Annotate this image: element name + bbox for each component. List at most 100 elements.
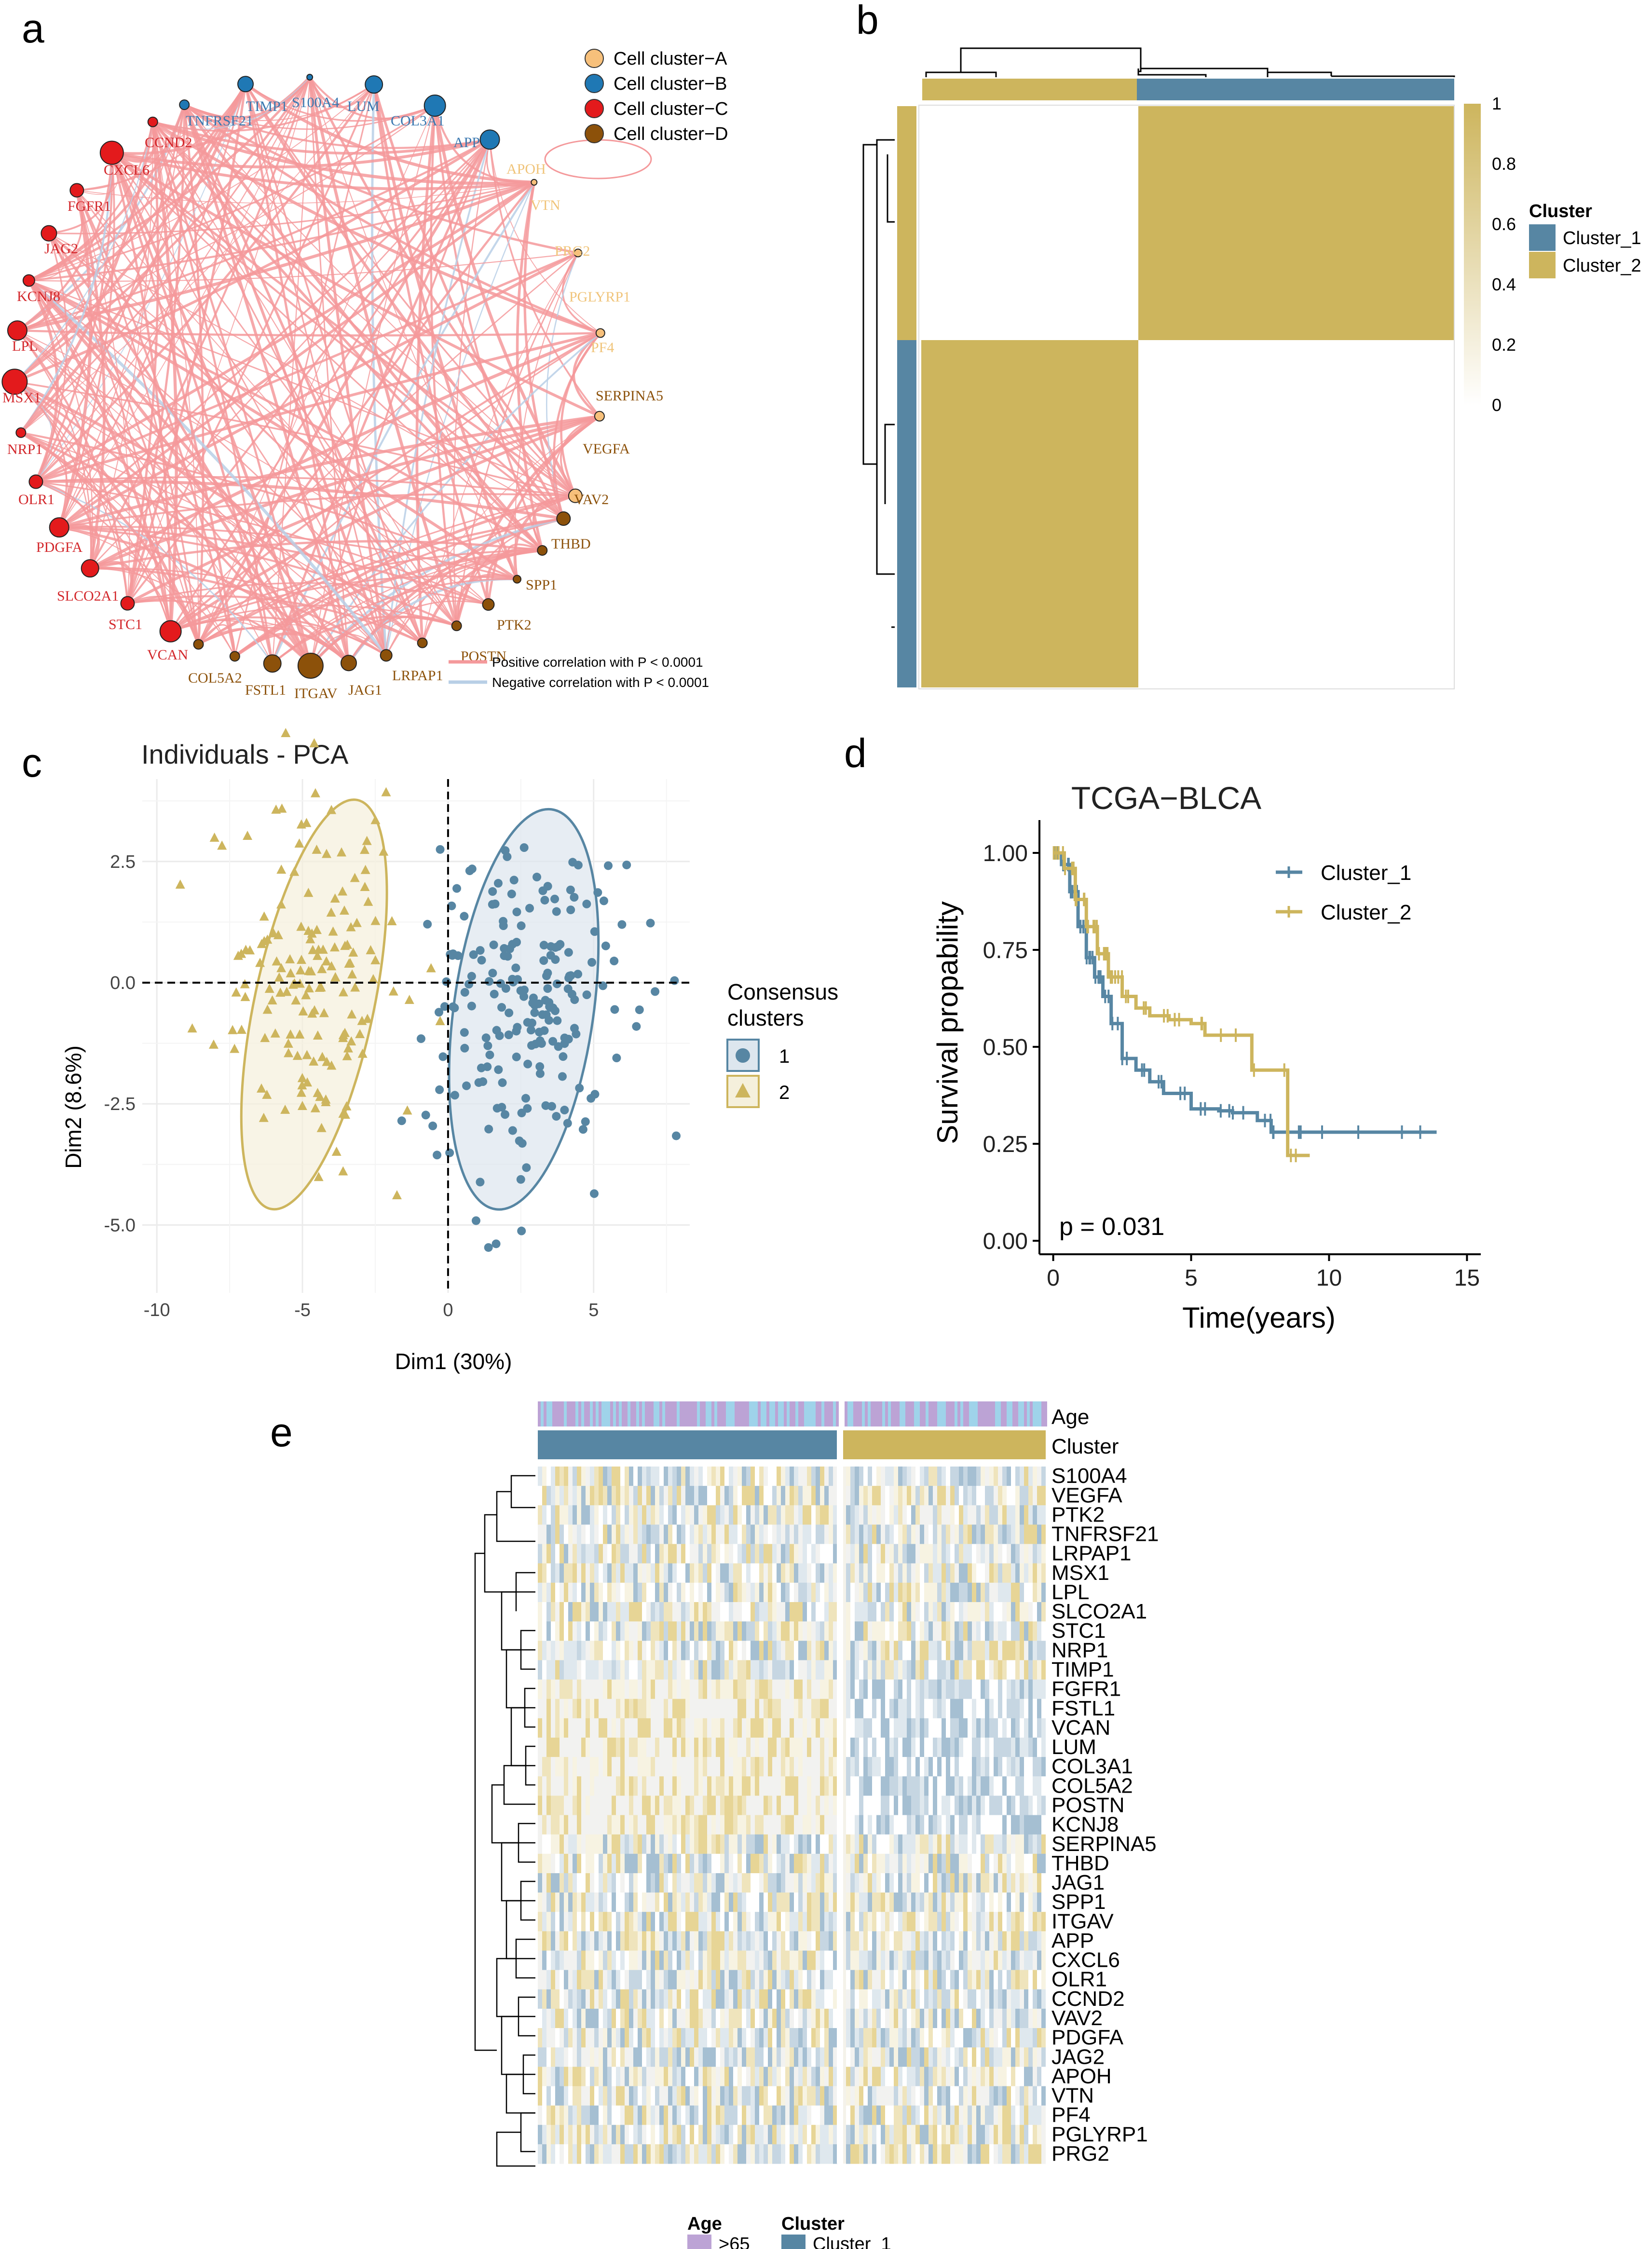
heatmap-cell [616,1815,620,1835]
heatmap-cell [694,2047,698,2067]
heatmap-cell [942,1873,946,1893]
heatmap-cell [894,2008,898,2029]
heatmap-cell [616,1641,620,1660]
heatmap-cell [677,1776,681,1796]
heatmap-cell [829,1699,833,1719]
heatmap-cell [733,1853,737,1874]
heatmap-cell [1033,1912,1037,1932]
heatmap-cell [560,2105,564,2126]
heatmap-cell [881,1892,885,1912]
heatmap-cell [959,1989,963,2009]
heatmap-cell [729,1718,733,1738]
node-label: MSX1 [2,390,41,406]
heatmap-cell [620,1873,625,1893]
heatmap-cell [551,2086,555,2106]
heatmap-cell [538,1563,542,1583]
heatmap-cell [594,1544,599,1564]
heatmap-cell [581,1467,586,1486]
heatmap-cell [764,2028,768,2048]
heatmap-cell [737,1892,742,1912]
heatmap-cell [603,1873,607,1893]
heatmap-cell [685,1757,690,1777]
heatmap-cell [564,1776,568,1796]
heatmap-cell [928,1544,933,1564]
heatmap-cell [755,1892,759,1912]
heatmap-cell [1020,2086,1024,2106]
heatmap-cell [764,1757,768,1777]
heatmap-cell [625,1544,629,1564]
heatmap-cell [542,1486,546,1506]
heatmap-cell [607,2086,612,2106]
heatmap-cell [1020,1873,1024,1893]
heatmap-cell [885,1467,889,1486]
heatmap-cell [755,1737,759,1757]
heatmap-cell [581,1912,586,1932]
heatmap-cell [586,1679,590,1700]
age-annotation-cell [656,1401,659,1426]
heatmap-cell [981,2086,985,2106]
heatmap-cell [855,1950,859,1971]
heatmap-cell [872,1970,876,1990]
heatmap-cell [915,1873,920,1893]
age-annotation-cell [975,1401,978,1426]
heatmap-cell [586,1467,590,1486]
survival-y-tick-label: 0.25 [983,1132,1028,1157]
heatmap-cell [785,1796,790,1815]
heatmap-cell [564,1989,568,2009]
heatmap-cell [872,1486,876,1506]
heatmap-cell [720,1892,724,1912]
heatmap-cell [568,2028,573,2048]
heatmap-cell [1015,1563,1020,1583]
heatmap-cell [646,1892,651,1912]
heatmap-cell [546,2047,551,2067]
heatmap-cell [564,2105,568,2126]
heatmap-cell [668,1892,672,1912]
heatmap-cell [742,1873,746,1893]
heatmap-cell [1033,1582,1037,1603]
heatmap-cell [1041,1873,1046,1893]
heatmap-cell [959,1950,963,1971]
heatmap-cell [551,1602,555,1622]
heatmap-cell [694,1776,698,1796]
heatmap-cell [937,1679,942,1700]
heatmap-cell [685,1467,690,1486]
heatmap-cell [599,2067,603,2086]
heatmap-cell [698,2008,703,2029]
heatmap-cell [1028,1544,1033,1564]
pca-plot-background [142,779,690,1293]
heatmap-cell [859,1873,863,1893]
heatmap-cell [664,1467,668,1486]
correlation-edge [35,233,68,482]
heatmap-cell [894,1970,898,1990]
heatmap-cell [694,2086,698,2106]
pca-point-cluster-1 [566,905,575,915]
heatmap-cell [560,1796,564,1815]
heatmap-cell [629,1892,633,1912]
pca-point-cluster-2 [228,1025,238,1034]
heatmap-cell [742,1544,746,1564]
heatmap-cell [924,1989,928,2009]
heatmap-cell [937,1834,942,1854]
heatmap-cell [612,1757,616,1777]
pca-point-cluster-2 [296,1087,306,1097]
pca-point-cluster-2 [231,987,241,997]
heatmap-cell [911,1524,915,1545]
heatmap-cell [950,1892,955,1912]
heatmap-cell [872,1950,876,1971]
heatmap-cell [811,1892,816,1912]
heatmap-cell [902,1757,907,1777]
heatmap-cell [790,2086,794,2106]
heatmap-cell [1020,1815,1024,1835]
heatmap-cell [555,2008,560,2029]
heatmap-cell [707,1796,711,1815]
heatmap-cell [607,1544,612,1564]
heatmap-cell [612,1641,616,1660]
correlation-edge [151,121,544,551]
heatmap-cell [733,2067,737,2086]
heatmap-cell [894,1892,898,1912]
heatmap-cell [855,1970,859,1990]
heatmap-cell [594,1737,599,1757]
heatmap-cell [924,1582,928,1603]
heatmap-cell [759,1950,764,1971]
heatmap-cell [607,1679,612,1700]
